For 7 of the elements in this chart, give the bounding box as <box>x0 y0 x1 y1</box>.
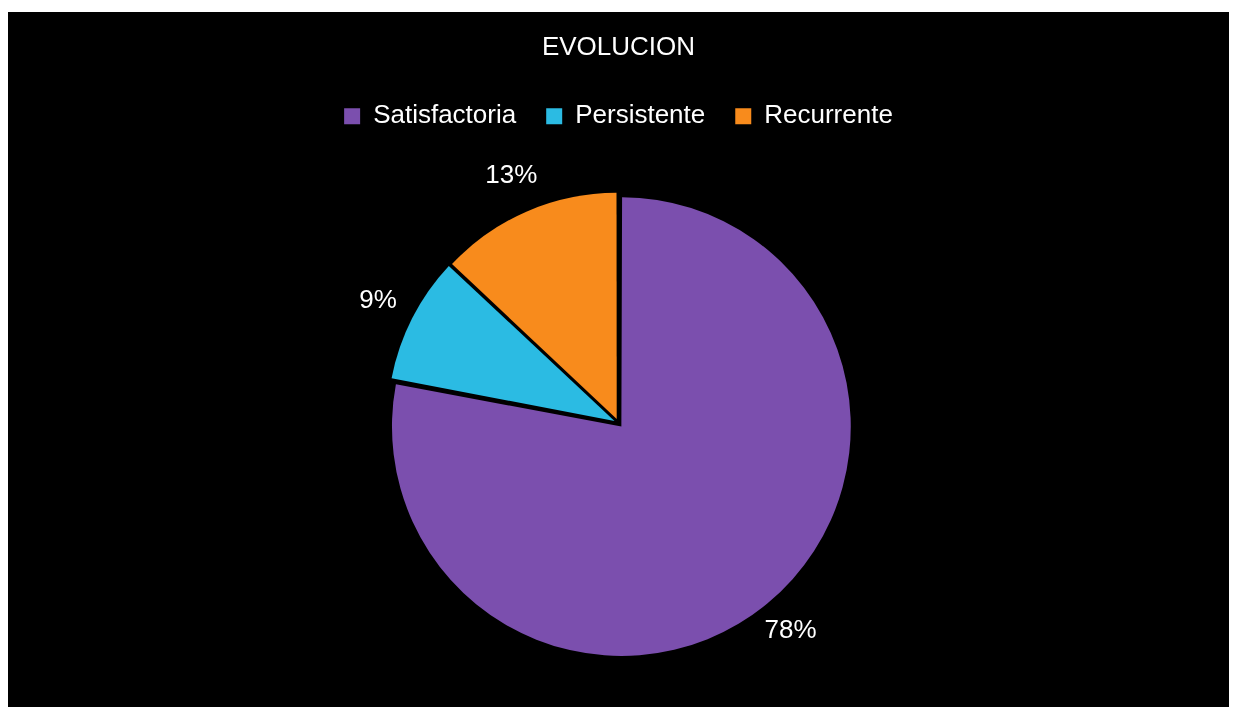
data-label: 9% <box>359 283 397 314</box>
legend-label: Persistente <box>575 99 706 130</box>
data-label: 78% <box>764 614 817 645</box>
legend-label: Satisfactoria <box>373 99 517 130</box>
legend-label: Recurrente <box>764 99 893 130</box>
chart-title: EVOLUCION <box>541 30 696 61</box>
data-label: 13% <box>485 158 538 189</box>
